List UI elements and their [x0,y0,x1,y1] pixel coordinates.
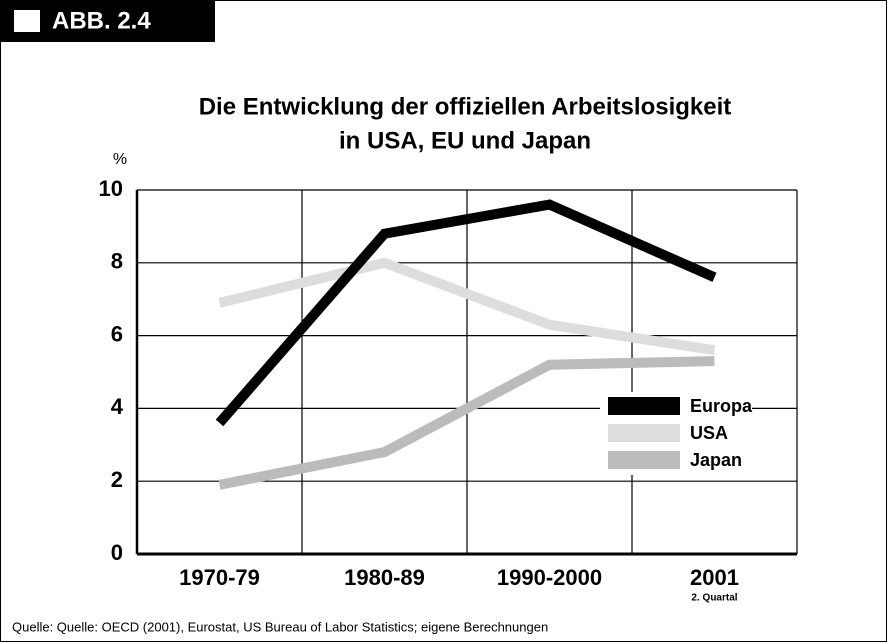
y-tick-label: 6 [111,321,123,346]
source: Quelle: Quelle: OECD (2001), Eurostat, U… [12,619,548,634]
x-tick-label: 1990-2000 [497,565,602,590]
x-tick-label: 1980-89 [344,565,425,590]
y-axis-label: % [113,151,127,168]
badge-square [14,10,40,32]
y-tick-label: 8 [111,249,123,274]
y-tick-label: 10 [99,176,123,201]
legend-swatch [608,397,680,415]
legend-label: Europa [690,396,753,416]
y-tick-label: 0 [111,540,123,565]
legend-label: Japan [690,450,742,470]
chart-title: Die Entwicklung der offiziellen Arbeitsl… [199,93,732,120]
line-series [215,199,717,427]
y-tick-label: 2 [111,467,123,492]
category-note: 2. Quartal [691,593,737,604]
legend-swatch [608,451,680,469]
badge-text: ABB. 2.4 [52,7,151,34]
legend-swatch [608,424,680,442]
legend-label: USA [690,423,728,443]
line-series [218,356,715,490]
line-series [218,257,716,356]
y-tick-label: 4 [111,394,124,419]
x-tick-label: 2001 [690,565,739,590]
chart-subtitle: in USA, EU und Japan [339,127,591,154]
x-tick-label: 1970-79 [179,565,260,590]
